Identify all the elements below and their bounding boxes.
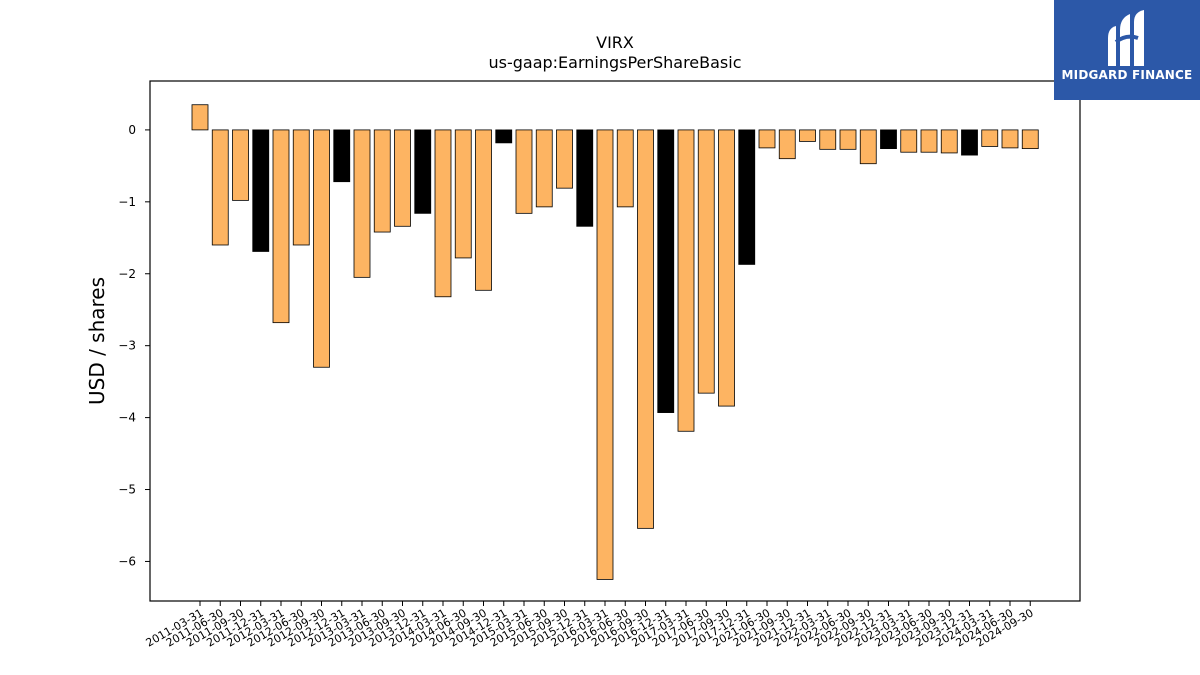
x-ticks-group: 2011-03-312011-06-302011-09-302011-12-31…	[144, 601, 1036, 650]
y-axis-label: USD / shares	[85, 277, 109, 405]
bar-2012-12-31	[333, 129, 351, 183]
chart-subtitle: us-gaap:EarningsPerShareBasic	[488, 53, 741, 72]
bar-2016-09-30	[637, 129, 654, 529]
bar-2015-09-30	[556, 129, 573, 189]
bar-2016-12-31	[657, 129, 675, 413]
bar-2017-03-31	[677, 129, 695, 432]
bar-2016-03-31	[596, 129, 614, 580]
bar-2022-12-31	[880, 129, 897, 150]
y-tick-label: −3	[118, 339, 136, 353]
bar-2021-09-30	[778, 129, 796, 160]
bar-2011-06-30	[211, 129, 229, 246]
bar-2021-12-31	[799, 129, 816, 142]
bar-2017-09-30	[718, 129, 735, 407]
bar-2013-12-31	[414, 129, 432, 214]
bar-2015-03-31	[515, 129, 533, 214]
plot-frame	[149, 80, 1081, 602]
bar-2012-09-30	[313, 129, 330, 368]
bar-2023-09-30	[940, 129, 958, 154]
bar-2023-03-31	[900, 129, 918, 153]
bar-2024-03-31	[981, 129, 999, 147]
bar-2011-12-31	[252, 129, 270, 252]
bar-2021-06-30	[758, 129, 776, 149]
bar-2024-09-30	[1021, 129, 1039, 150]
bar-2022-06-30	[839, 129, 857, 150]
y-tick-label: −6	[118, 554, 136, 568]
bar-2011-09-30	[232, 129, 249, 201]
y-tick-label: −1	[118, 195, 136, 209]
bar-2012-06-30	[292, 129, 310, 246]
logo-text: MIDGARD FINANCE	[1061, 68, 1193, 82]
bar-2011-03-31	[191, 104, 209, 131]
bar-2022-09-30	[859, 129, 877, 165]
bar-2014-12-31	[495, 129, 513, 144]
bar-2022-03-31	[819, 129, 837, 150]
y-tick-label: −5	[118, 483, 136, 497]
bar-2013-06-30	[373, 129, 391, 233]
y-ticks-group: 0 −1 −2 −3 −4 −5 −6	[118, 123, 150, 568]
bar-2014-03-31	[434, 129, 452, 298]
bars-group	[191, 104, 1039, 580]
bar-2015-06-30	[535, 129, 553, 208]
bar-2024-06-30	[1001, 129, 1019, 149]
bar-2013-09-30	[394, 129, 411, 227]
logo-mark-icon	[1108, 10, 1144, 66]
bar-2017-06-30	[697, 129, 715, 394]
bar-2016-06-30	[616, 129, 634, 208]
bar-2012-03-31	[272, 129, 290, 324]
bar-2023-12-31	[961, 129, 978, 156]
chart-title: VIRX	[596, 33, 634, 52]
y-tick-label: −4	[118, 411, 136, 425]
y-tick-label: −2	[118, 267, 136, 281]
midgard-finance-logo: MIDGARD FINANCE	[1054, 0, 1200, 100]
bar-2014-06-30	[454, 129, 472, 259]
bar-2015-12-31	[576, 129, 594, 227]
bar-2013-03-31	[353, 129, 371, 278]
bar-2017-12-31	[738, 129, 756, 265]
bar-2023-06-30	[920, 129, 938, 153]
bar-2014-09-30	[475, 129, 492, 291]
y-tick-label: 0	[128, 123, 136, 137]
